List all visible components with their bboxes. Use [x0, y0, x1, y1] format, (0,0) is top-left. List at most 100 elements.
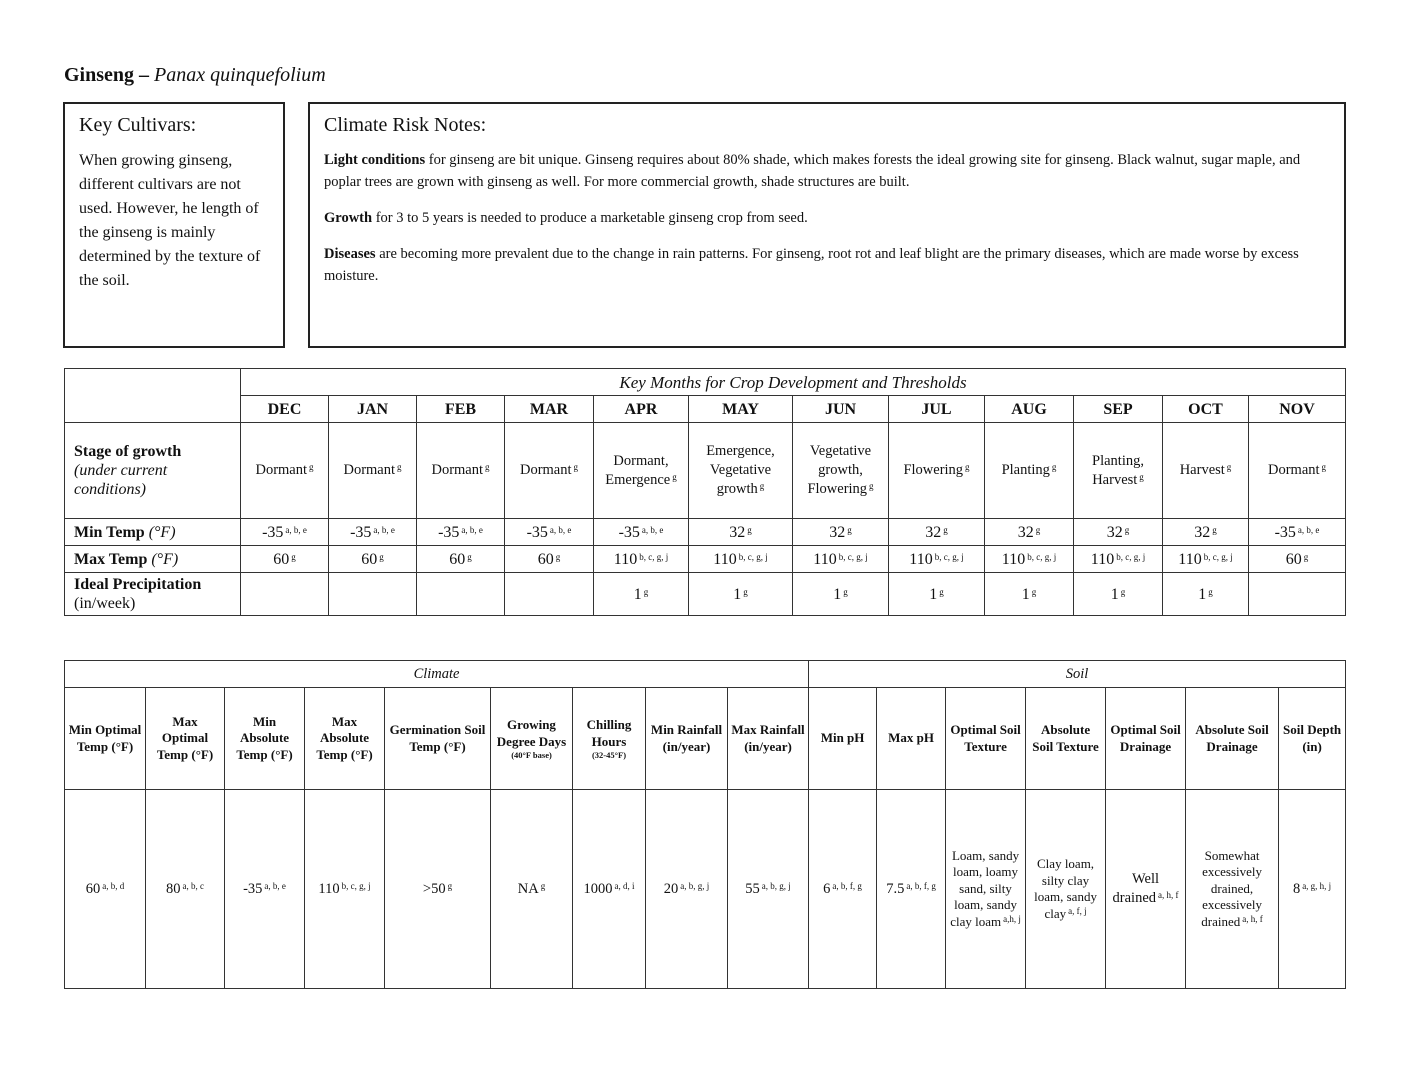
cell-value: 80 — [166, 880, 181, 897]
key-cultivars-box: Key Cultivars: When growing ginseng, dif… — [63, 102, 285, 348]
month-header: SEP — [1073, 395, 1163, 423]
risk-note-text: are becoming more prevalent due to the c… — [324, 246, 1299, 284]
column-header-text: Min pH — [820, 730, 865, 746]
cell-value: -35 — [618, 523, 640, 541]
column-header: Growing Degree Days (40°F base) — [490, 687, 573, 790]
cell-value: 110 — [1001, 550, 1026, 568]
column-header-text: Min Rainfall (in/year) — [650, 722, 723, 754]
footnote-ref: g — [1212, 524, 1217, 535]
risk-note: Diseases are becoming more prevalent due… — [324, 243, 1330, 287]
risk-note: Growth for 3 to 5 years is needed to pro… — [324, 207, 1330, 229]
footnote-ref: b, c, g, j — [639, 551, 669, 562]
value-cell: Clay loam, silty clay loam, sandy clay a,… — [1025, 789, 1107, 989]
column-header-text: Min Absolute Temp (°F) — [236, 713, 293, 762]
month-header: JUL — [888, 395, 985, 423]
footnote-ref: g — [1139, 471, 1144, 482]
cell-value: -35 — [438, 523, 460, 541]
footnote-ref: g — [1226, 462, 1232, 472]
column-header: Max Optimal Temp (°F) — [145, 687, 225, 790]
cell-value: 1 — [1110, 585, 1119, 603]
cell-value: 32 — [729, 523, 746, 541]
column-header: Max pH — [876, 687, 947, 790]
footnote-ref: g — [847, 524, 852, 535]
column-header-text: Max pH — [888, 730, 934, 746]
value-cell: Loam, sandy loam, loamy sand, silty loam… — [945, 789, 1027, 989]
value-cell: 20 a, b, g, j — [645, 789, 728, 989]
risk-note-term: Light conditions — [324, 152, 426, 168]
month-cell: 110 b, c, g, j — [593, 545, 689, 573]
month-cell: Dormant g — [328, 422, 417, 519]
month-header: JAN — [328, 395, 417, 423]
column-header: Min Absolute Temp (°F) — [224, 687, 305, 790]
cell-value: 1 — [1021, 585, 1030, 603]
cell-value: 60 — [537, 550, 554, 568]
footnote-ref: g — [309, 462, 314, 472]
table-row: Ideal Precipitation (in/week) 1 g 1 g 1 g 1 g 1 g 1 g… — [64, 572, 1347, 616]
footnote-ref: g — [397, 462, 402, 472]
value-cell: 80 a, b, c — [145, 789, 225, 989]
cell-value: >50 — [422, 880, 446, 897]
value-cell: 60 a, b, d — [64, 789, 146, 989]
cell-value: Vegetative growth, Flowering — [807, 443, 872, 497]
cell-value: 60 — [449, 550, 466, 568]
footnote-ref: g — [965, 462, 970, 472]
cell-value: Dormant, Emergence — [605, 452, 671, 488]
value-cell: 6 a, b, f, g — [808, 789, 878, 989]
month-cell: Dormant g — [1247, 422, 1347, 519]
footnote-ref: a, b, c — [182, 880, 205, 891]
cell-value: 6 — [823, 880, 831, 897]
row-label-main: Stage of growth — [74, 443, 182, 460]
cell-value: 110 — [1178, 550, 1202, 568]
month-cell: 60 g — [416, 545, 505, 573]
footnote-ref: g — [1124, 524, 1130, 535]
month-header: AUG — [984, 395, 1074, 423]
month-cell: -35 a, b, e — [1247, 518, 1347, 546]
footnote-ref: a, b, g, j — [680, 880, 710, 891]
footnote-ref: g — [843, 586, 848, 597]
column-header: Optimal Soil Drainage — [1105, 687, 1187, 790]
month-header: DEC — [240, 395, 329, 423]
month-cell: 110 b, c, g, j — [888, 545, 985, 573]
footnote-ref: g — [643, 586, 649, 597]
column-header-text: Chilling Hours — [586, 717, 632, 749]
value-cell: 1000 a, d, i — [572, 789, 646, 989]
cell-value: Somewhat excessively drained, excessivel… — [1201, 847, 1262, 929]
cell-value: -35 — [1274, 523, 1296, 541]
cell-value: Planting — [1001, 462, 1050, 478]
row-label: Max Temp (°F) — [64, 545, 241, 573]
footnote-ref: g — [1031, 586, 1037, 597]
cell-value: Emergence, Vegetative growth — [706, 443, 775, 497]
month-cell: 60 g — [1247, 545, 1347, 573]
month-cell — [240, 572, 329, 616]
month-cell — [328, 572, 417, 616]
column-header-text: Max Absolute Temp (°F) — [316, 713, 373, 762]
cell-value: 32 — [925, 523, 942, 541]
cell-value: 110 — [713, 550, 737, 568]
footnote-ref: g — [1208, 586, 1213, 597]
months-heading: Key Months for Crop Development and Thre… — [239, 368, 1347, 396]
row-label: Min Temp (°F) — [64, 518, 241, 546]
month-cell: 110 b, c, g, j — [984, 545, 1074, 573]
value-cell: 8 a, g, h, j — [1278, 789, 1347, 989]
cell-value: Flowering — [903, 462, 964, 478]
month-cell: 32 g — [792, 518, 889, 546]
value-cell: -35 a, b, e — [224, 789, 305, 989]
column-header: Min Rainfall (in/year) — [645, 687, 728, 790]
risk-note-text: for 3 to 5 years is needed to produce a … — [372, 210, 808, 226]
cell-value: Well drained — [1112, 871, 1160, 906]
footnote-ref: a, b, e — [461, 524, 483, 535]
footnote-ref: g — [1303, 551, 1309, 562]
row-label-main: Max Temp — [74, 550, 148, 568]
month-cell: -35 a, b, e — [328, 518, 417, 546]
month-header: MAY — [688, 395, 793, 423]
column-header-text: Max Optimal Temp (°F) — [156, 713, 214, 762]
column-header: Soil Depth (in) — [1278, 687, 1347, 790]
footnote-ref: b, c, g, j — [341, 880, 371, 891]
column-header-text: Optimal Soil Drainage — [1110, 722, 1181, 754]
footnote-ref: a, b, g, j — [761, 880, 791, 891]
cell-value: -35 — [243, 880, 263, 897]
